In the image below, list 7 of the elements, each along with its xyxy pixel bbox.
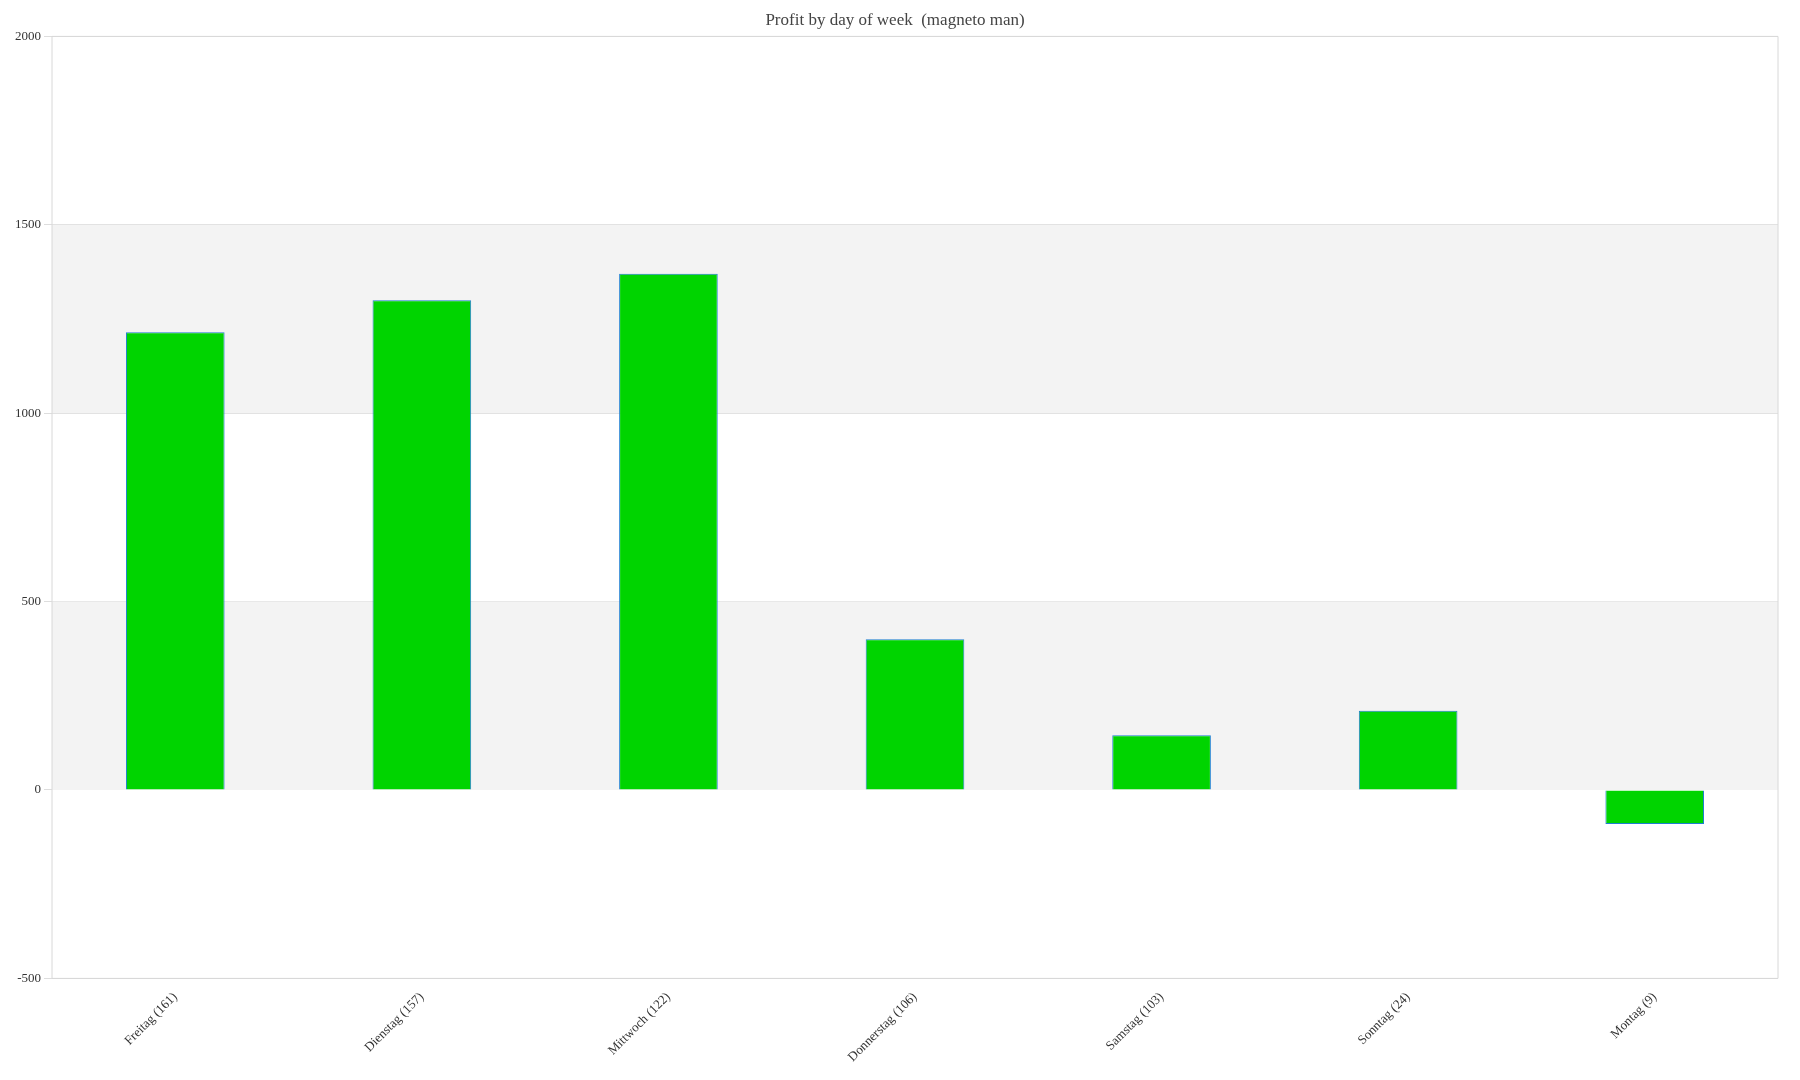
- y-tick-label: 1500: [15, 216, 41, 232]
- y-tick-label: 1000: [15, 404, 41, 420]
- y-tick-label: 0: [34, 781, 41, 797]
- chart-title: Profit by day of week (magneto man): [765, 9, 1025, 29]
- y-tick-label: 2000: [15, 27, 41, 43]
- y-tick-label: 500: [21, 593, 41, 609]
- y-tick-label: -500: [17, 969, 41, 985]
